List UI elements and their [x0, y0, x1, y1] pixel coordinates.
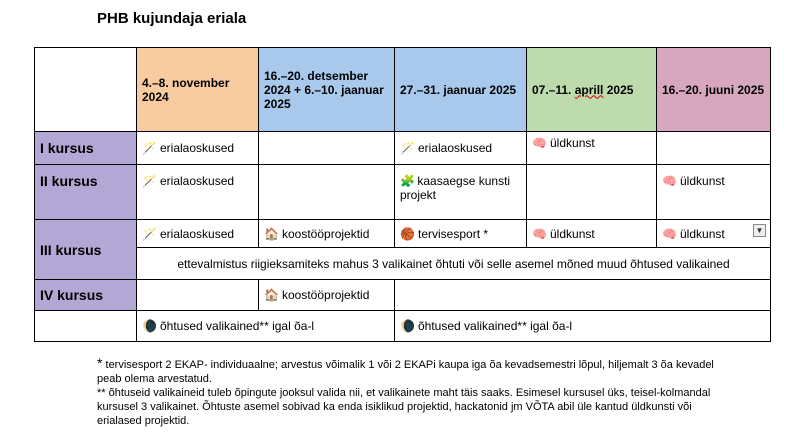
page-title: PHB kujundaja eriala	[97, 10, 247, 27]
cell-text: erialaoskused	[160, 141, 235, 155]
cell-iv-dec: 🏠 koostööprojektid	[258, 279, 395, 311]
cell-evening-right: 🌘 õhtused valikained** igal õa-l	[394, 310, 771, 342]
wand-icon: 🪄	[142, 141, 157, 155]
cell-iii-jan: 🏀 tervisesport *	[394, 219, 527, 248]
cell-iv-nov	[136, 279, 259, 311]
header-row: 4.–8. november 2024 16.–20. detsember 20…	[34, 47, 771, 132]
cell-text: üldkunst	[550, 226, 595, 241]
period-header-apr-b: aprill	[574, 82, 604, 97]
row-iii-kursus-b: ettevalmistus riigieksamiteks mahus 3 va…	[35, 247, 771, 280]
cell-text: õhtused valikained** igal õa-l	[160, 319, 315, 333]
period-header-apr-a: 07.–11.	[532, 82, 575, 97]
cell-text: üldkunst	[550, 136, 595, 150]
period-header-dec: 16.–20. detsember 2024 + 6.–10. jaanuar …	[258, 47, 395, 132]
footnote-star: *	[97, 355, 103, 371]
puzzle-icon: 🧩	[400, 174, 415, 188]
cell-text: erialaoskused	[418, 141, 493, 155]
cell-text: õhtused valikained** igal õa-l	[418, 319, 573, 333]
cell-iii-apr: 🧠 üldkunst	[526, 219, 657, 248]
wand-icon: 🪄	[142, 174, 157, 188]
footnote-1: * tervisesport 2 EKAP- individuaalne; ar…	[97, 356, 717, 386]
period-header-apr-c: 2025	[603, 82, 634, 97]
footnote-2: ** õhtuseid valikaineid tuleb õpingute j…	[97, 387, 711, 427]
row-label-iii: III kursus	[34, 219, 137, 280]
cell-iii-dec: 🏠 koostööprojektid	[258, 219, 395, 248]
moon-icon: 🌘	[400, 319, 415, 333]
brain-icon: 🧠	[662, 226, 677, 241]
row-iii-kursus: III kursus 🪄 erialaoskused 🏠 koostööprojek…	[34, 219, 771, 280]
cell-text: koostööprojektid	[282, 288, 370, 302]
row-ii-kursus: II kursus 🪄 erialaoskused 🧩 kaasaegse kun…	[34, 164, 771, 220]
corner-cell	[34, 47, 137, 132]
basketball-icon: 🏀	[400, 226, 415, 241]
row-label-ii: II kursus	[34, 164, 137, 220]
cell-i-nov: 🪄 erialaoskused	[136, 131, 259, 165]
cell-i-jun	[656, 131, 771, 165]
cell-text: üldkunst	[680, 226, 725, 241]
footnote-1-text: tervisesport 2 EKAP- individuaalne; arve…	[97, 359, 714, 385]
cell-ii-dec	[258, 164, 395, 220]
cell-text: üldkunst	[680, 174, 725, 188]
toy-house-icon: 🏠	[264, 288, 279, 302]
period-header-apr: 07.–11. aprill 2025	[526, 47, 657, 132]
cell-text: tervisesport *	[418, 226, 489, 241]
brain-icon: 🧠	[532, 226, 547, 241]
cell-ii-jan: 🧩 kaasaegse kunsti projekt	[394, 164, 527, 220]
cell-text: erialaoskused	[160, 174, 235, 188]
toy-house-icon: 🏠	[264, 226, 279, 241]
cell-iv-rest	[394, 279, 771, 311]
brain-icon: 🧠	[662, 174, 677, 188]
cell-i-jan: 🪄 erialaoskused	[394, 131, 527, 165]
cell-text: koostööprojektid	[282, 226, 370, 241]
wand-icon: 🪄	[400, 141, 415, 155]
cell-evening-label	[34, 310, 137, 342]
cell-i-dec	[258, 131, 395, 165]
cell-ii-nov: 🪄 erialaoskused	[136, 164, 259, 220]
schedule-table: 4.–8. november 2024 16.–20. detsember 20…	[34, 47, 771, 342]
cell-evening-left: 🌘 õhtused valikained** igal õa-l	[136, 310, 395, 342]
cell-i-apr: 🧠 üldkunst	[526, 131, 657, 165]
cell-ii-apr	[526, 164, 657, 220]
row-label-iv: IV kursus	[34, 279, 137, 311]
cell-ii-jun: 🧠 üldkunst	[656, 164, 771, 220]
period-header-jun: 16.–20. juuni 2025	[656, 47, 771, 132]
row-evening: 🌘 õhtused valikained** igal õa-l 🌘 õhtused…	[34, 310, 771, 342]
period-header-jan: 27.–31. jaanuar 2025	[394, 47, 527, 132]
cell-text: erialaoskused	[160, 226, 235, 241]
brain-icon: 🧠	[532, 136, 547, 150]
cell-iii-exam-prep: ettevalmistus riigieksamiteks mahus 3 va…	[136, 247, 771, 280]
cell-iii-nov: 🪄 erialaoskused	[136, 219, 259, 248]
row-label-i: I kursus	[34, 131, 137, 165]
cell-text: kaasaegse kunsti projekt	[400, 174, 511, 202]
row-iv-kursus: IV kursus 🏠 koostööprojektid	[34, 279, 771, 311]
period-header-nov: 4.–8. november 2024	[136, 47, 259, 132]
cell-iii-jun: 🧠 üldkunst ▼	[656, 219, 771, 248]
moon-icon: 🌘	[142, 319, 157, 333]
dropdown-arrow-icon[interactable]: ▼	[753, 224, 766, 237]
footnotes: * tervisesport 2 EKAP- individuaalne; ar…	[97, 356, 717, 428]
row-i-kursus: I kursus 🪄 erialaoskused 🪄 erialaoskused 🧠…	[34, 131, 771, 165]
wand-icon: 🪄	[142, 226, 157, 241]
